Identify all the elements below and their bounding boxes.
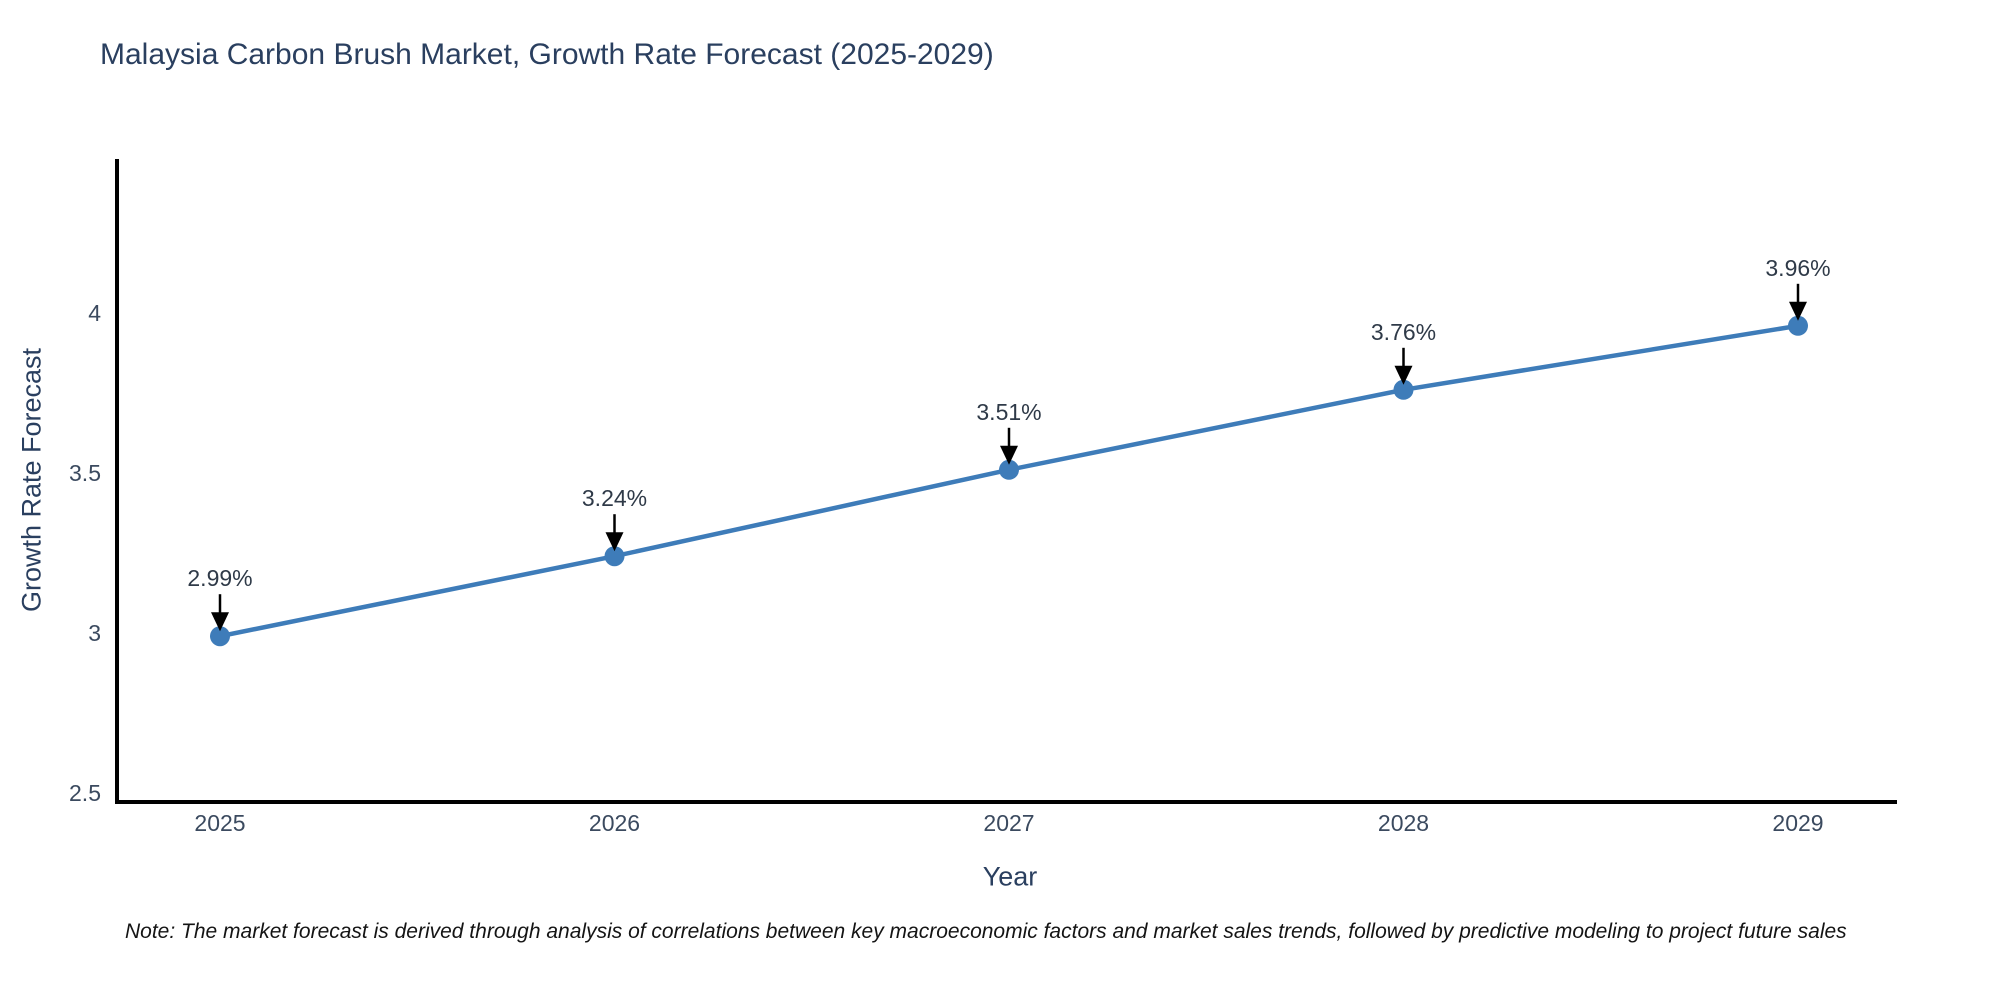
x-tick-label: 2029 (1772, 810, 1823, 836)
data-point-marker (604, 546, 625, 567)
x-tick-label: 2025 (194, 810, 245, 836)
series-line (217, 323, 1801, 639)
data-point-marker (210, 626, 230, 647)
data-point-marker (1393, 379, 1414, 400)
x-tick-label: 2026 (589, 810, 640, 836)
x-tick-label: 2027 (983, 810, 1034, 836)
y-tick-label: 3.5 (69, 460, 101, 486)
annotation-arrow-head (1394, 365, 1413, 385)
axis-lines (115, 159, 1897, 804)
data-point-label: 3.96% (1765, 255, 1830, 281)
y-tick-label: 3 (88, 620, 101, 646)
data-point-label: 3.76% (1371, 319, 1436, 345)
data-point-marker (999, 459, 1019, 480)
x-axis-title: Year (982, 861, 1038, 892)
x-tick-label: 2028 (1378, 810, 1429, 836)
data-point-label: 3.24% (582, 485, 647, 511)
data-point-marker (1788, 315, 1808, 336)
annotation-arrow-head (1000, 445, 1018, 465)
y-tick-label: 2.5 (69, 780, 101, 806)
data-point-label: 3.51% (976, 399, 1041, 425)
annotation-arrow-head (1789, 301, 1807, 321)
data-point-label: 2.99% (187, 565, 252, 591)
y-tick-label: 4 (88, 300, 101, 326)
footnote: Note: The market forecast is derived thr… (125, 920, 1847, 943)
chart-title: Malaysia Carbon Brush Market, Growth Rat… (100, 38, 994, 71)
annotation-arrow-head (211, 612, 229, 632)
annotation-arrow-head (605, 532, 624, 552)
